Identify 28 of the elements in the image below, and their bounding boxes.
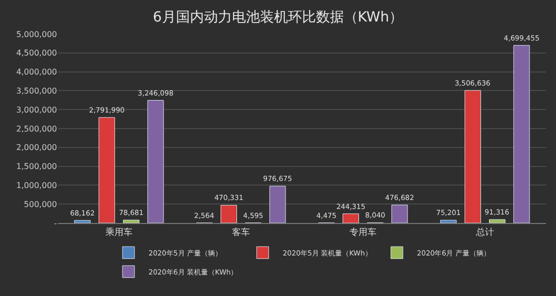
bar bbox=[513, 45, 530, 223]
y-tick-label: 2,000,000 bbox=[16, 143, 57, 152]
bar bbox=[269, 186, 286, 223]
bar bbox=[342, 214, 359, 223]
bar bbox=[391, 204, 408, 223]
y-tick-label: 2,500,000 bbox=[16, 124, 57, 134]
bar bbox=[220, 204, 237, 223]
y-tick-label: 500,000 bbox=[24, 200, 57, 209]
bar bbox=[464, 90, 481, 223]
bar bbox=[489, 219, 506, 223]
x-tick-label: 总计 bbox=[475, 226, 494, 238]
bar bbox=[123, 220, 140, 223]
bar bbox=[440, 220, 457, 223]
bar bbox=[98, 117, 115, 223]
y-tick-label: 1,500,000 bbox=[16, 162, 57, 172]
bar bbox=[147, 100, 164, 223]
y-tick-label: 3,000,000 bbox=[16, 105, 57, 114]
y-tick-label: - bbox=[54, 218, 58, 228]
y-tick-label: 4,500,000 bbox=[16, 48, 57, 58]
chart-title: 6月国内动力电池装机环比数据（KWh） bbox=[152, 10, 404, 26]
y-tick-label: 5,000,000 bbox=[16, 30, 57, 39]
x-tick-label: 客车 bbox=[232, 226, 250, 238]
y-tick-label: 3,500,000 bbox=[16, 86, 57, 96]
x-tick-label: 乘用车 bbox=[106, 226, 132, 238]
x-tick-label: 专用车 bbox=[350, 226, 376, 238]
y-tick-label: 1,000,000 bbox=[16, 181, 57, 190]
y-tick-label: 4,000,000 bbox=[16, 68, 57, 77]
bar bbox=[74, 220, 91, 223]
